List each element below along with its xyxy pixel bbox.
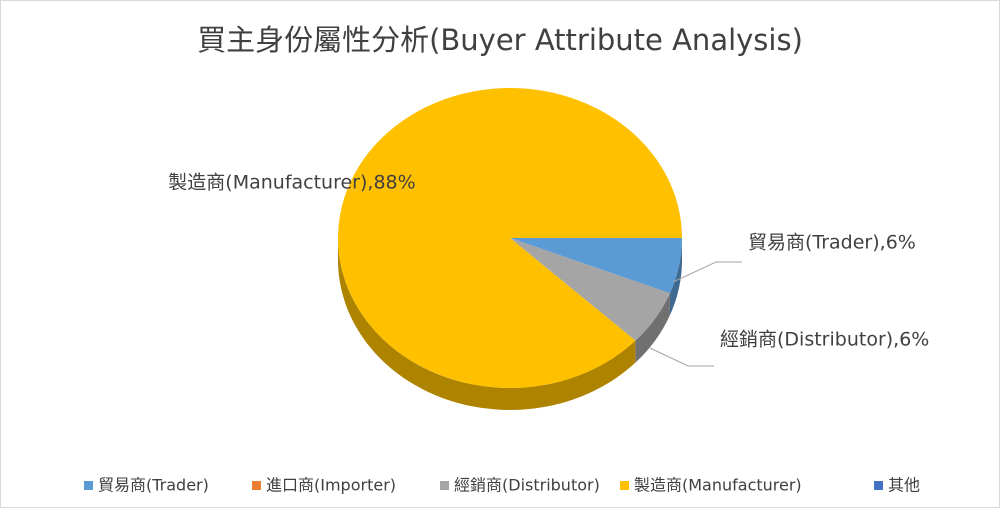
pie-slice	[338, 88, 682, 389]
pie-slice	[510, 238, 670, 341]
leader-line	[649, 347, 714, 367]
pie-side	[635, 293, 670, 363]
data-label: 製造商(Manufacturer),88%	[168, 172, 415, 194]
legend-label: 進口商(Importer)	[266, 476, 396, 495]
legend-swatch	[252, 481, 261, 490]
data-label: 經銷商(Distributor),6%	[720, 329, 929, 351]
pie-slice	[510, 238, 682, 294]
legend-swatch	[874, 481, 883, 490]
chart-title: 買主身份屬性分析(Buyer Attribute Analysis)	[197, 23, 803, 57]
legend-label: 其他	[888, 476, 920, 495]
leader-line	[672, 261, 742, 283]
legend-label: 經銷商(Distributor)	[454, 476, 600, 495]
legend-swatch	[440, 481, 449, 490]
data-label: 貿易商(Trader),6%	[748, 232, 916, 254]
pie-side	[669, 238, 682, 316]
pie-side	[338, 238, 636, 411]
legend-swatch	[620, 481, 629, 490]
legend-label: 貿易商(Trader)	[98, 476, 209, 495]
legend-swatch	[84, 481, 93, 490]
legend-label: 製造商(Manufacturer)	[634, 476, 802, 495]
